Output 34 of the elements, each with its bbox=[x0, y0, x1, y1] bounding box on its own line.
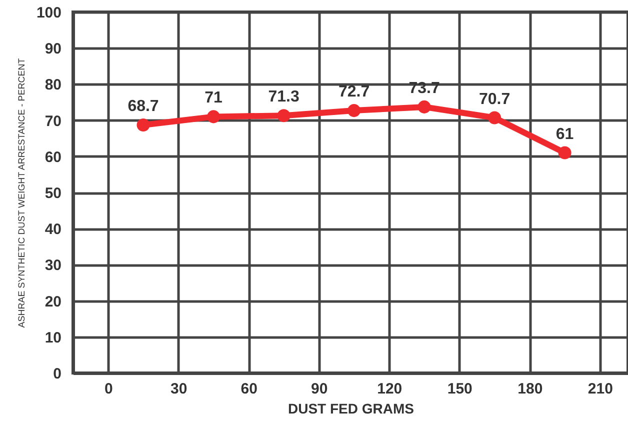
point bbox=[347, 104, 361, 118]
point bbox=[558, 146, 572, 160]
y-tick-label: 90 bbox=[44, 40, 62, 58]
y-tick-label: 30 bbox=[44, 257, 62, 274]
y-tick-label: 60 bbox=[44, 148, 62, 166]
data-label: 71 bbox=[204, 90, 223, 107]
x-tick-label: 210 bbox=[588, 380, 613, 398]
y-tick-label: 80 bbox=[44, 76, 62, 94]
y-tick-label: 40 bbox=[44, 221, 62, 238]
data-label: 71.3 bbox=[268, 88, 300, 106]
y-tick-label: 10 bbox=[44, 329, 62, 346]
x-tick-label: 150 bbox=[447, 380, 472, 398]
y-axis-title: ASHRAE SYNTHETIC DUST WEIGHT ARRESTANCE - PERCENT bbox=[16, 58, 26, 328]
point bbox=[277, 109, 290, 122]
point bbox=[136, 118, 150, 132]
y-tick-label: 70 bbox=[44, 112, 62, 130]
x-tick-label: 120 bbox=[377, 380, 402, 398]
x-tick-label: 90 bbox=[311, 380, 328, 398]
data-label: 68.7 bbox=[128, 98, 159, 115]
x-tick-label: 0 bbox=[104, 380, 113, 398]
x-axis-title: DUST FED GRAMS bbox=[288, 400, 414, 416]
point bbox=[418, 100, 431, 114]
data-label: 70.7 bbox=[478, 90, 510, 108]
point bbox=[206, 110, 220, 124]
y-tick-label: 0 bbox=[53, 366, 62, 382]
x-tick-label: 180 bbox=[518, 380, 543, 398]
point bbox=[488, 111, 502, 124]
x-tick-label: 30 bbox=[170, 380, 188, 398]
data-label: 72.7 bbox=[338, 84, 370, 101]
y-tick-label: 20 bbox=[44, 293, 62, 310]
y-tick-label: 100 bbox=[36, 4, 62, 22]
y-tick-label: 50 bbox=[44, 185, 62, 202]
data-label: 61 bbox=[556, 126, 574, 143]
x-tick-label: 60 bbox=[240, 380, 258, 398]
